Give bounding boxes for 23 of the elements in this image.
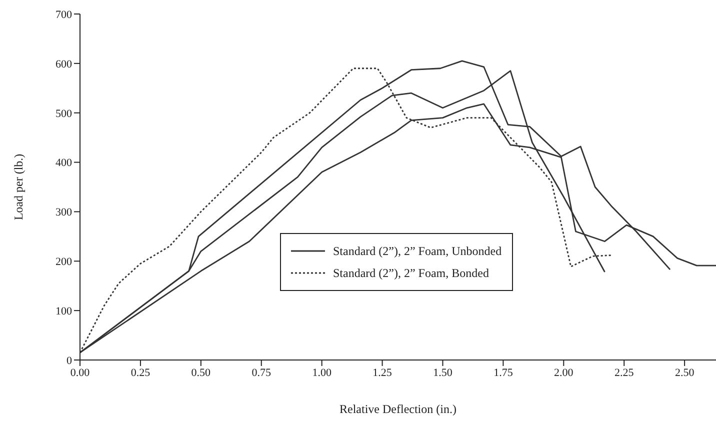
y-tick-label: 100 — [56, 305, 72, 318]
x-tick-label: 0.50 — [191, 366, 212, 379]
y-tick-label: 500 — [56, 108, 72, 120]
y-tick-label: 0 — [66, 354, 72, 367]
x-tick-label: 2.25 — [614, 366, 634, 379]
x-tick-label: 1.00 — [312, 366, 332, 379]
y-tick-label: 600 — [56, 58, 72, 70]
x-tick-label: 0.25 — [130, 366, 151, 379]
legend-label: Standard (2”), 2” Foam, Unbonded — [333, 243, 502, 260]
legend-label: Standard (2”), 2” Foam, Bonded — [333, 265, 489, 282]
x-axis-title: Relative Deflection (in.) — [340, 402, 456, 416]
x-tick-label: 2.00 — [554, 366, 574, 379]
x-tick-label: 1.50 — [433, 366, 453, 379]
x-tick-label: 0.75 — [252, 366, 272, 379]
y-tick-label: 700 — [56, 8, 72, 21]
x-tick-label: 2.50 — [674, 366, 695, 379]
y-tick-label: 300 — [56, 206, 72, 219]
x-tick-label: 1.75 — [494, 366, 514, 379]
y-axis-title: Load per (lb.) — [11, 154, 26, 220]
x-tick-label: 1.25 — [372, 366, 392, 379]
y-tick-label: 200 — [56, 256, 72, 268]
y-tick-label: 400 — [56, 157, 72, 170]
x-tick-label: 0.00 — [70, 366, 90, 379]
